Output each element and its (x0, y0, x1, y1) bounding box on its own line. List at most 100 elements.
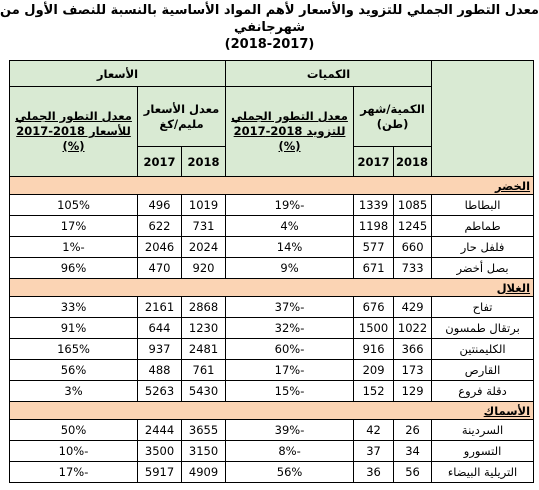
price-growth: 33% (8, 296, 139, 318)
price-growth: 96% (8, 257, 139, 279)
price-2017: 488 (137, 359, 183, 381)
price-growth: 56% (8, 359, 139, 381)
category-row: الغلال (8, 278, 535, 297)
qty-per-month-label: الكمية/شهر (360, 101, 425, 116)
table-row: دقلة فروع 129 152 -15% 5430 5263 3% (8, 380, 535, 402)
product-name: دقلة فروع (431, 380, 535, 402)
qty-2018: 56 (393, 461, 433, 483)
price-unit-label: مليم/كغ (159, 116, 204, 131)
header-prices: الأسعار (8, 60, 227, 87)
table-row: الكليمنتين 366 916 -60% 2481 937 165% (8, 338, 535, 360)
price-growth: 165% (8, 338, 139, 360)
price-2018: 3150 (181, 440, 227, 462)
qty-2017: 152 (353, 380, 395, 402)
price-2017: 2161 (137, 296, 183, 318)
product-name: بصل أخضر (431, 257, 535, 279)
header-price-growth: معدل التطور الجملي للأسعار 2018-2017 (%) (8, 86, 139, 177)
category-label: الأسماك (8, 401, 535, 420)
table-row: برتقال طمسون 1022 1500 -32% 1230 644 91% (8, 317, 535, 339)
price-2017: 3500 (137, 440, 183, 462)
supply-prices-table: الكميات الأسعار الكمية/شهر (طن) معدل الت… (8, 60, 535, 483)
price-2018: 5430 (181, 380, 227, 402)
category-label: الغلال (8, 278, 535, 297)
qty-2018: 366 (393, 338, 433, 360)
qty-growth: 14% (225, 236, 355, 258)
product-name: البطاطا (431, 194, 535, 216)
price-2018: 2868 (181, 296, 227, 318)
price-2017: 622 (137, 215, 183, 237)
qty-2017: 1500 (353, 317, 395, 339)
qty-2018: 173 (393, 359, 433, 381)
page-title: معدل التطور الجملي للتزويد والأسعار لأهم… (0, 2, 539, 53)
qty-2017: 671 (353, 257, 395, 279)
qty-2018: 26 (393, 419, 433, 441)
price-2017: 2444 (137, 419, 183, 441)
product-name: التسورو (431, 440, 535, 462)
qty-2017: 577 (353, 236, 395, 258)
header-price-year-2017: 2017 (137, 146, 183, 177)
qty-growth: -32% (225, 317, 355, 339)
product-name: برتقال طمسون (431, 317, 535, 339)
price-growth: 17% (8, 215, 139, 237)
price-growth: -17% (8, 461, 139, 483)
product-name: التريلية البيضاء (431, 461, 535, 483)
category-label: الخضر (8, 176, 535, 195)
qty-2018: 34 (393, 440, 433, 462)
qty-growth: 4% (225, 215, 355, 237)
qty-2017: 36 (353, 461, 395, 483)
header-price-avg: معدل الأسعار مليم/كغ (137, 86, 227, 147)
product-name: السردينة (431, 419, 535, 441)
qty-2017: 42 (353, 419, 395, 441)
price-2018: 3655 (181, 419, 227, 441)
price-2018: 1019 (181, 194, 227, 216)
table-row: القارص 173 209 -17% 761 488 56% (8, 359, 535, 381)
header-quantities: الكميات (225, 60, 433, 87)
price-2018: 2024 (181, 236, 227, 258)
header-row-years: 2018 2017 2018 2017 (10, 146, 534, 177)
header-qty-growth: معدل التطور الجملي للتزويد 2018-2017 (%) (225, 86, 355, 177)
price-2018: 4909 (181, 461, 227, 483)
qty-growth: 56% (225, 461, 355, 483)
title-line-1: معدل التطور الجملي للتزويد والأسعار لأهم… (0, 3, 539, 35)
qty-2018: 1022 (393, 317, 433, 339)
qty-2018: 1245 (393, 215, 433, 237)
qty-growth: -39% (225, 419, 355, 441)
product-name: طماطم (431, 215, 535, 237)
table-row: طماطم 1245 1198 4% 731 622 17% (8, 215, 535, 237)
price-2018: 761 (181, 359, 227, 381)
price-avg-label: معدل الأسعار (143, 101, 220, 116)
qty-2017: 1198 (353, 215, 395, 237)
header-product-cell (431, 60, 535, 177)
product-name: الكليمنتين (431, 338, 535, 360)
price-growth: -10% (8, 440, 139, 462)
header-row-groups: الكميات الأسعار (8, 60, 535, 177)
table-row: فلفل حار 660 577 14% 2024 2046 -1% (8, 236, 535, 258)
header-qty-per-month: الكمية/شهر (طن) (353, 86, 433, 147)
qty-growth: -17% (225, 359, 355, 381)
qty-2017: 916 (353, 338, 395, 360)
price-2017: 470 (137, 257, 183, 279)
price-2017: 496 (137, 194, 183, 216)
qty-growth: -60% (225, 338, 355, 360)
qty-2018: 129 (393, 380, 433, 402)
table-row: بصل أخضر 733 671 9% 920 470 96% (8, 257, 535, 279)
qty-2018: 660 (393, 236, 433, 258)
qty-growth: -15% (225, 380, 355, 402)
qty-2018: 429 (393, 296, 433, 318)
header-row-measures: الكمية/شهر (طن) معدل التطور الجملي للتزو… (8, 86, 534, 177)
qty-2018: 1085 (393, 194, 433, 216)
price-2017: 644 (137, 317, 183, 339)
price-2018: 731 (181, 215, 227, 237)
table-row: البطاطا 1085 1339 -19% 1019 496 105% (8, 194, 535, 216)
price-growth: 105% (8, 194, 139, 216)
header-price-year-2018: 2018 (181, 146, 227, 177)
price-2017: 2046 (137, 236, 183, 258)
table-row: تفاح 429 676 -37% 2868 2161 33% (8, 296, 535, 318)
qty-2017: 209 (353, 359, 395, 381)
price-growth: 91% (8, 317, 139, 339)
table-row: التسورو 34 37 -8% 3150 3500 -10% (8, 440, 535, 462)
title-line-2: (2018-2017) (224, 37, 315, 52)
price-2018: 920 (181, 257, 227, 279)
qty-2017: 37 (353, 440, 395, 462)
header-qty-year-2018: 2018 (393, 146, 433, 177)
